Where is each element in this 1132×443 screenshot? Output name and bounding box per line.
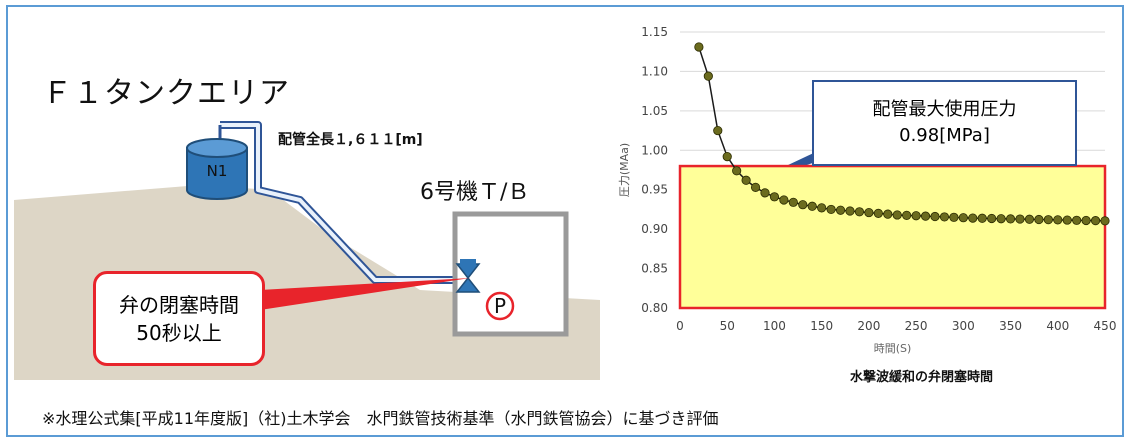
data-point bbox=[1043, 215, 1053, 225]
allowable-pressure-band bbox=[678, 164, 1107, 310]
x-tick-label: 0 bbox=[676, 319, 684, 333]
data-point bbox=[1034, 214, 1044, 225]
data-point bbox=[703, 71, 713, 81]
data-point bbox=[864, 207, 874, 218]
y-tick-label: 0.95 bbox=[641, 183, 668, 197]
footnote: ※水理公式集[平成11年度版]（社)土木学会 水門鉄管技術基準（水門鉄管協会）に… bbox=[42, 409, 719, 428]
data-point bbox=[750, 182, 761, 192]
data-point bbox=[854, 207, 865, 217]
data-point bbox=[1024, 214, 1035, 224]
pump-label: P bbox=[494, 294, 506, 318]
data-point bbox=[788, 197, 798, 207]
valve-callout-pointer bbox=[260, 278, 470, 310]
valve-callout-line-1: 弁の閉塞時間 bbox=[119, 292, 239, 317]
x-tick-label: 50 bbox=[720, 319, 735, 333]
y-axis-label: 圧力(MAa) bbox=[618, 143, 631, 197]
data-point bbox=[1090, 216, 1101, 226]
data-point bbox=[817, 203, 827, 213]
data-point bbox=[694, 42, 704, 52]
max-pressure-line-1: 配管最大使用圧力 bbox=[872, 99, 1017, 120]
x-tick-label: 150 bbox=[810, 319, 833, 333]
chart-caption: 水撃波緩和の弁閉塞時間 bbox=[850, 370, 994, 385]
y-tick-label: 1.00 bbox=[641, 143, 668, 157]
pressure-chart: 0.80 0.85 0.90 0.95 1.00 1.05 1.10 1.15 0 50 100 15… bbox=[618, 25, 1116, 355]
data-point bbox=[977, 213, 987, 223]
max-pressure-line-2: 0.98[MPa] bbox=[899, 125, 990, 146]
y-tick-label: 0.85 bbox=[641, 262, 668, 276]
data-point bbox=[779, 195, 789, 205]
data-point bbox=[958, 213, 968, 223]
valve-icon bbox=[455, 259, 481, 293]
data-point bbox=[1062, 215, 1072, 225]
data-point bbox=[920, 211, 931, 221]
data-point bbox=[826, 204, 836, 215]
data-point bbox=[930, 211, 940, 222]
data-point bbox=[713, 125, 723, 136]
data-point bbox=[949, 212, 959, 222]
x-tick-label: 450 bbox=[1094, 319, 1117, 333]
data-point bbox=[769, 192, 780, 202]
valve-callout-line-2: 50秒以上 bbox=[136, 320, 222, 345]
x-tick-label: 200 bbox=[857, 319, 880, 333]
data-point bbox=[892, 210, 902, 220]
data-point bbox=[1100, 216, 1110, 226]
x-tick-label: 350 bbox=[999, 319, 1022, 333]
x-tick-label: 300 bbox=[952, 319, 975, 333]
data-point bbox=[873, 208, 883, 218]
data-point bbox=[1053, 215, 1063, 225]
y-tick-label: 1.15 bbox=[641, 25, 668, 39]
y-tick-label: 1.10 bbox=[641, 64, 668, 78]
data-point bbox=[987, 213, 997, 224]
data-point bbox=[1015, 214, 1025, 224]
y-tick-label: 1.05 bbox=[641, 104, 668, 118]
data-point bbox=[835, 205, 846, 215]
data-point bbox=[911, 211, 921, 221]
figure-border bbox=[6, 5, 1124, 437]
data-point bbox=[722, 151, 732, 162]
data-point bbox=[902, 210, 912, 220]
data-point bbox=[845, 206, 855, 216]
pump-icon: P bbox=[485, 291, 515, 321]
data-point bbox=[1081, 215, 1091, 226]
data-point bbox=[968, 213, 978, 223]
x-tick-label: 400 bbox=[1046, 319, 1069, 333]
tank-n1 bbox=[186, 138, 248, 200]
y-tick-label: 0.80 bbox=[641, 301, 668, 315]
data-point bbox=[798, 200, 808, 210]
y-tick-label: 0.90 bbox=[641, 222, 668, 236]
x-tick-label: 100 bbox=[763, 319, 786, 333]
data-point bbox=[760, 188, 770, 198]
max-pressure-callout: 配管最大使用圧力 0.98[MPa] bbox=[812, 80, 1077, 166]
data-point bbox=[883, 209, 893, 219]
data-point bbox=[1072, 215, 1082, 225]
turbine-building-label: 6号機Ｔ/Ｂ bbox=[420, 180, 530, 205]
x-axis-label: 時間(S) bbox=[874, 342, 912, 355]
data-point bbox=[939, 212, 950, 222]
tank-label: N1 bbox=[207, 162, 228, 180]
data-point bbox=[732, 166, 742, 176]
valve-closure-callout: 弁の閉塞時間 50秒以上 bbox=[93, 271, 265, 366]
data-point bbox=[996, 214, 1006, 224]
data-point bbox=[1005, 214, 1016, 224]
pipe-length-label: 配管全長１,６１１[m] bbox=[278, 132, 423, 148]
area-title: Ｆ１タンクエリア bbox=[42, 76, 290, 111]
data-point bbox=[807, 201, 817, 211]
data-point bbox=[741, 175, 751, 185]
x-tick-label: 250 bbox=[905, 319, 928, 333]
